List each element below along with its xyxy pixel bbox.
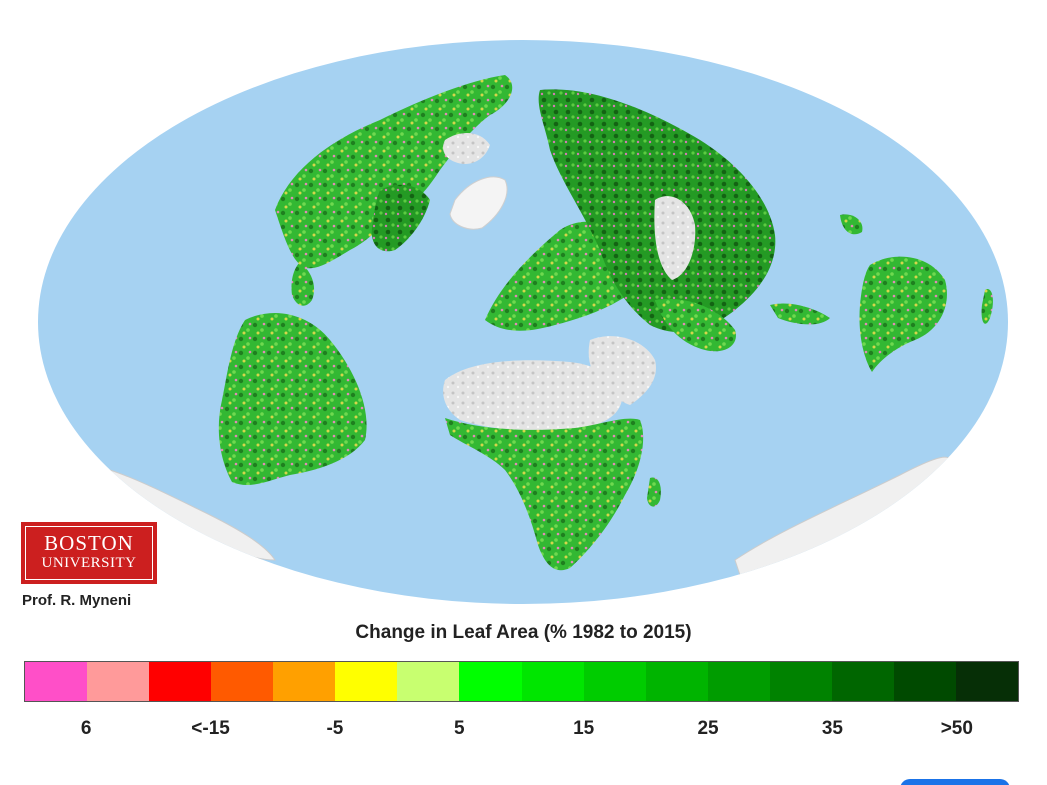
madagascar bbox=[647, 477, 661, 507]
legend-title: Change in Leaf Area (% 1982 to 2015) bbox=[355, 622, 692, 643]
boston-university-logo: BOSTON UNIVERSITY bbox=[21, 522, 157, 584]
logo-line-1: BOSTON bbox=[44, 531, 134, 555]
central-america bbox=[291, 262, 315, 306]
legend-swatch bbox=[769, 662, 832, 701]
legend-swatch bbox=[397, 662, 460, 701]
legend-swatch bbox=[831, 662, 894, 701]
africa bbox=[445, 418, 644, 571]
australia bbox=[859, 256, 947, 372]
legend-swatch bbox=[87, 662, 150, 701]
legend-tick-label: <-15 bbox=[191, 718, 230, 739]
legend-swatch bbox=[645, 662, 708, 701]
new-zealand bbox=[981, 289, 993, 324]
greenland bbox=[449, 176, 508, 230]
legend-tick-label: 25 bbox=[697, 718, 719, 739]
legend-swatch bbox=[149, 662, 212, 701]
legend-swatch bbox=[211, 662, 274, 701]
legend-color-bar bbox=[24, 661, 1019, 702]
north-america bbox=[275, 75, 513, 269]
legend-tick-label: 6 bbox=[80, 718, 92, 739]
arctic-islands bbox=[443, 133, 490, 165]
legend-tick-label: 5 bbox=[454, 718, 465, 739]
legend-swatch bbox=[893, 662, 956, 701]
legend-swatch bbox=[335, 662, 398, 701]
author-credit: Prof. R. Myneni bbox=[22, 592, 132, 609]
southeast-asia-islands bbox=[770, 303, 830, 325]
japan bbox=[840, 214, 863, 235]
legend-swatch bbox=[955, 662, 1018, 701]
south-america bbox=[218, 312, 367, 485]
legend-swatch bbox=[583, 662, 646, 701]
legend-swatch bbox=[25, 662, 88, 701]
legend-swatch bbox=[521, 662, 584, 701]
legend-tick-label: 15 bbox=[573, 718, 595, 739]
central-asia-desert bbox=[654, 196, 696, 280]
africa-sahara bbox=[443, 360, 622, 431]
legend-swatch bbox=[459, 662, 522, 701]
north-america-east bbox=[371, 184, 430, 252]
legend-swatch bbox=[273, 662, 336, 701]
world-map-area bbox=[38, 40, 1008, 604]
world-map bbox=[38, 40, 1008, 604]
legend-swatch bbox=[707, 662, 770, 701]
asia-south bbox=[655, 299, 736, 352]
legend-tick-label: >50 bbox=[940, 718, 973, 739]
corner-button[interactable] bbox=[900, 779, 1010, 785]
legend-tick-label: 35 bbox=[821, 718, 843, 739]
legend-tick-label: -5 bbox=[326, 718, 344, 739]
logo-line-2: UNIVERSITY bbox=[41, 555, 137, 571]
